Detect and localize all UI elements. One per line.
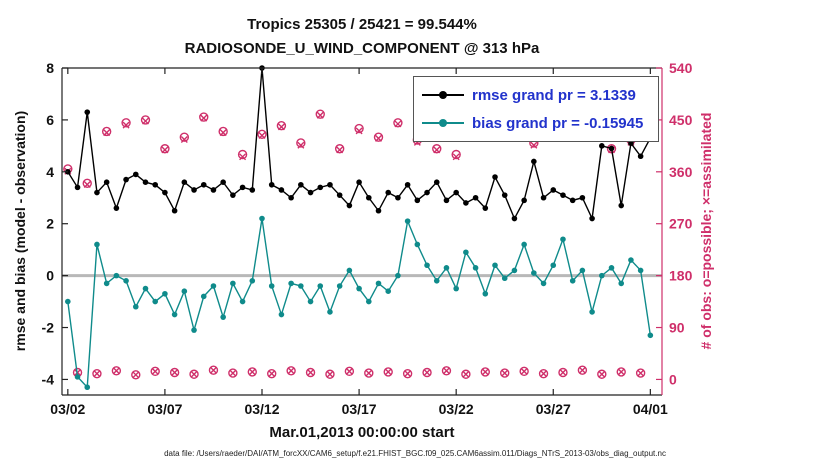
svg-text:180: 180 bbox=[669, 268, 693, 284]
svg-text:03/22: 03/22 bbox=[439, 401, 474, 417]
legend: rmse grand pr = 3.1339 bias grand pr = -… bbox=[413, 76, 659, 142]
svg-text:360: 360 bbox=[669, 164, 693, 180]
svg-text:540: 540 bbox=[669, 60, 693, 76]
legend-label-bias: bias grand pr = -0.15945 bbox=[472, 114, 644, 132]
svg-text:270: 270 bbox=[669, 216, 693, 232]
svg-text:03/17: 03/17 bbox=[342, 401, 377, 417]
svg-text:03/02: 03/02 bbox=[50, 401, 85, 417]
legend-label-rmse: rmse grand pr = 3.1339 bbox=[472, 86, 636, 104]
svg-text:-2: -2 bbox=[42, 320, 55, 336]
svg-text:90: 90 bbox=[669, 320, 685, 336]
svg-text:03/07: 03/07 bbox=[147, 401, 182, 417]
y-axis-label-right: # of obs: o=possible; ×=assimilated bbox=[698, 112, 714, 350]
bias-line-marker-icon bbox=[422, 118, 464, 128]
svg-text:0: 0 bbox=[46, 268, 54, 284]
legend-item-bias: bias grand pr = -0.15945 bbox=[422, 112, 650, 134]
svg-text:0: 0 bbox=[669, 371, 677, 387]
svg-text:4: 4 bbox=[46, 164, 54, 180]
y-axis-label-left: rmse and bias (model - observation) bbox=[12, 110, 28, 352]
svg-text:2: 2 bbox=[46, 216, 54, 232]
svg-text:6: 6 bbox=[46, 112, 54, 128]
legend-item-rmse: rmse grand pr = 3.1339 bbox=[422, 84, 650, 106]
plot-subtitle: RADIOSONDE_U_WIND_COMPONENT @ 313 hPa bbox=[184, 40, 540, 57]
svg-text:04/01: 04/01 bbox=[633, 401, 668, 417]
rmse-line-marker-icon bbox=[422, 90, 464, 100]
svg-text:03/27: 03/27 bbox=[536, 401, 571, 417]
svg-text:8: 8 bbox=[46, 60, 54, 76]
plot-title: Tropics 25305 / 25421 = 99.544% bbox=[247, 16, 477, 33]
svg-text:450: 450 bbox=[669, 112, 693, 128]
datafile-path: data file: /Users/raeder/DAI/ATM_forcXX/… bbox=[164, 449, 666, 458]
x-axis-label: Mar.01,2013 00:00:00 start bbox=[269, 424, 455, 441]
svg-text:-4: -4 bbox=[42, 371, 55, 387]
svg-text:03/12: 03/12 bbox=[244, 401, 279, 417]
